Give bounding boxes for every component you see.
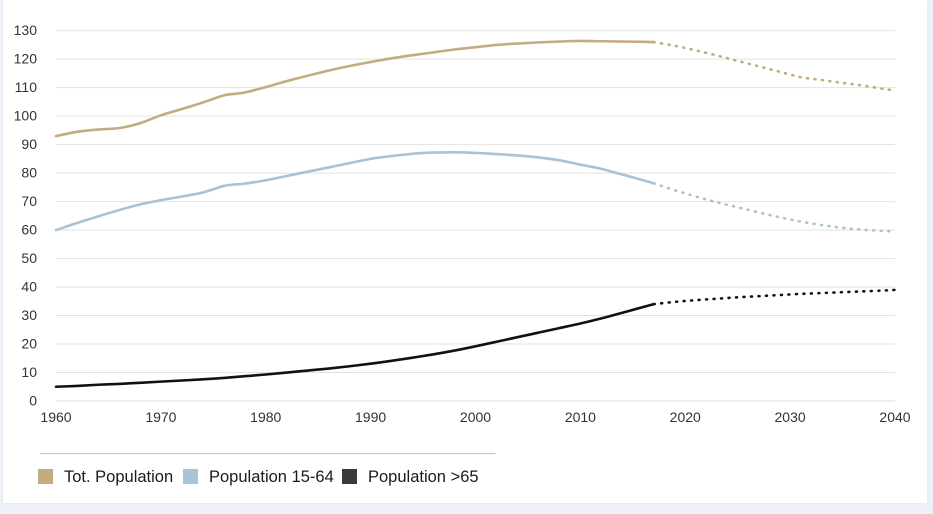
svg-text:1960: 1960 [40,409,71,425]
svg-text:2030: 2030 [775,409,806,425]
svg-text:30: 30 [21,307,37,323]
svg-text:40: 40 [21,279,37,295]
svg-text:120: 120 [14,51,38,67]
svg-text:50: 50 [21,250,37,266]
svg-text:1990: 1990 [355,409,386,425]
svg-text:0: 0 [29,393,37,409]
svg-text:2040: 2040 [879,409,910,425]
svg-text:2000: 2000 [460,409,491,425]
svg-text:90: 90 [21,136,37,152]
svg-text:2020: 2020 [670,409,701,425]
svg-text:70: 70 [21,193,37,209]
svg-text:10: 10 [21,364,37,380]
svg-text:80: 80 [21,165,37,181]
svg-text:2010: 2010 [565,409,596,425]
svg-text:20: 20 [21,336,37,352]
svg-text:130: 130 [14,22,38,38]
svg-text:1970: 1970 [145,409,176,425]
svg-text:1980: 1980 [250,409,281,425]
svg-text:60: 60 [21,222,37,238]
svg-text:110: 110 [15,79,38,95]
svg-text:100: 100 [14,108,38,124]
